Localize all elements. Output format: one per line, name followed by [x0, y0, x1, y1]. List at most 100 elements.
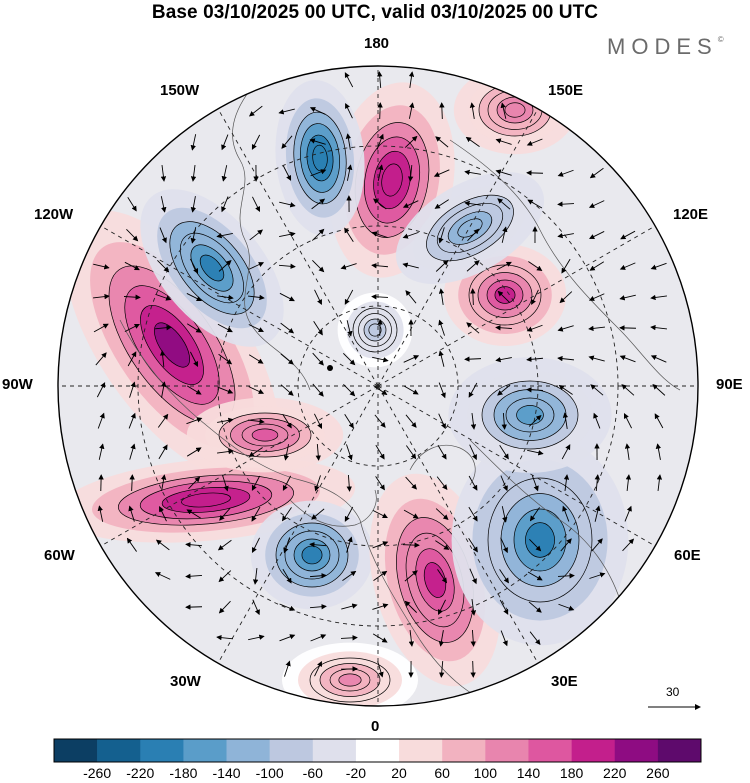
wind-arrow: [217, 294, 234, 301]
wind-arrow: [589, 231, 605, 239]
wind-arrow: [283, 444, 290, 461]
colorbar-tick-label: 260: [646, 765, 670, 781]
wind-arrow: [373, 385, 388, 395]
wind-arrow: [281, 507, 292, 522]
lon-label-90e: 90E: [716, 376, 743, 393]
wind-arrow: [249, 229, 264, 241]
wind-arrow: [371, 294, 389, 300]
wind-arrow: [499, 569, 509, 584]
wind-arrow: [158, 444, 168, 460]
wind-arrow: [529, 507, 540, 522]
wind-arrow: [93, 323, 109, 333]
wind-arrow: [157, 259, 170, 273]
wind-arrow: [499, 445, 509, 460]
wind-arrow: [408, 102, 415, 119]
wind-arrow: [248, 105, 263, 117]
wind-arrow: [346, 444, 353, 461]
wind-arrow: [589, 261, 605, 271]
wind-arrow: [185, 573, 203, 579]
wind-arrow: [188, 476, 201, 490]
wind-arrow: [468, 506, 478, 522]
anomaly-contour: [199, 254, 225, 282]
wind-arrow: [344, 506, 354, 522]
wind-arrow: [186, 323, 202, 333]
wind-arrow: [470, 629, 476, 647]
lon-label-30e: 30E: [551, 673, 578, 690]
anomaly-contour: [525, 522, 555, 558]
wind-arrow: [405, 414, 417, 428]
wind-arrow: [340, 263, 357, 270]
wind-arrow: [557, 232, 574, 239]
wind-arrow: [310, 634, 327, 642]
brand-mark: ©: [717, 34, 724, 44]
wind-arrow: [438, 288, 445, 305]
anomaly-center: [451, 434, 629, 646]
colorbar: [53, 738, 702, 763]
wind-arrow: [127, 196, 137, 212]
wind-arrow: [217, 539, 232, 551]
wind-arrow: [437, 569, 448, 584]
wind-arrow: [311, 228, 325, 241]
wind-arrow: [186, 385, 202, 395]
wind-arrow: [495, 356, 512, 363]
wind-arrow: [468, 475, 478, 491]
wind-arrow: [656, 474, 663, 491]
wind-arrow: [590, 384, 604, 396]
wind-arrow: [279, 231, 296, 238]
wind-arrow: [402, 231, 419, 239]
lon-label-120e: 120E: [673, 206, 709, 223]
wind-arrow: [280, 384, 294, 396]
wind-arrow: [154, 324, 172, 331]
wind-arrow: [309, 138, 326, 145]
wind-arrow: [279, 292, 295, 302]
meridian-line: [217, 385, 379, 664]
wind-arrow: [435, 259, 449, 272]
wind-arrow: [309, 107, 326, 115]
wind-arrow: [221, 134, 229, 151]
wind-arrow: [342, 570, 357, 581]
wind-arrow: [371, 231, 388, 238]
wind-arrow: [527, 449, 544, 456]
coastline: [469, 439, 621, 601]
colorbar-swatch: [140, 739, 184, 762]
wind-arrow: [559, 291, 573, 304]
lon-label-150w: 150W: [160, 82, 200, 99]
wind-arrow: [157, 413, 169, 428]
anomaly-contour: [381, 163, 403, 197]
wind-arrow: [251, 475, 261, 491]
wind-arrow: [345, 102, 353, 119]
wind-arrow: [558, 603, 575, 611]
wind-arrow: [561, 258, 571, 274]
wind-vectors: [92, 71, 667, 678]
anomaly-center: [282, 642, 418, 706]
wind-arrow: [310, 169, 327, 177]
wind-arrow: [560, 538, 572, 552]
lon-label-0: 0: [371, 718, 380, 735]
colorbar-swatch: [571, 739, 616, 762]
brand-logo: MODES©: [607, 34, 724, 60]
brand-text: MODES: [607, 34, 718, 59]
wind-arrow: [315, 443, 321, 461]
wind-arrow: [620, 230, 636, 240]
wind-arrow: [374, 414, 386, 428]
wind-arrow: [591, 538, 603, 552]
wind-arrow: [495, 169, 512, 176]
wind-arrow: [526, 356, 544, 363]
wind-arrow: [252, 599, 260, 616]
wind-arrow: [186, 509, 202, 519]
colorbar-swatch: [269, 739, 314, 762]
wind-arrow: [470, 660, 476, 678]
wind-arrow: [123, 294, 141, 300]
wind-arrow: [248, 634, 265, 641]
wind-arrow: [531, 475, 539, 492]
wind-arrow: [435, 136, 449, 148]
wind-arrow: [219, 507, 231, 521]
colorbar-tick-label: -260: [83, 765, 112, 781]
wind-arrow: [159, 505, 167, 522]
anomaly-center: [140, 189, 284, 347]
wind-arrow: [373, 570, 388, 582]
lon-label-120w: 120W: [34, 206, 74, 223]
wind-arrow: [434, 199, 449, 209]
wind-arrow: [314, 660, 322, 677]
wind-arrow: [408, 71, 415, 88]
